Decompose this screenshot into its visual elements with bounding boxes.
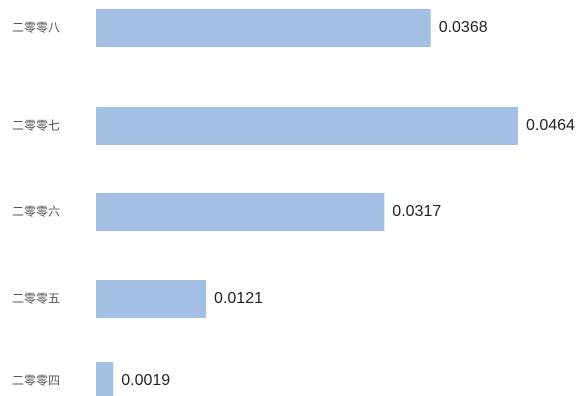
value-label-2: 0.0317 — [392, 203, 441, 220]
category-label-4: 二零零四 — [12, 374, 60, 388]
bar-4 — [96, 362, 114, 396]
value-label-4: 0.0019 — [121, 372, 170, 389]
bar-3 — [96, 280, 207, 318]
bar-1 — [96, 107, 518, 145]
value-label-1: 0.0464 — [526, 117, 575, 134]
labels-group: 二零零八 0.0368 二零零七 0.0464 二零零六 0.0317 二零零五 0.0121… — [12, 19, 575, 389]
bar-2 — [96, 193, 385, 231]
value-label-3: 0.0121 — [214, 290, 263, 307]
value-label-0: 0.0368 — [439, 19, 488, 36]
bar-0 — [96, 9, 431, 47]
category-label-2: 二零零六 — [12, 205, 60, 219]
category-label-1: 二零零七 — [12, 119, 60, 133]
category-label-3: 二零零五 — [12, 292, 60, 306]
category-label-0: 二零零八 — [12, 21, 60, 35]
bars-group — [96, 9, 518, 396]
